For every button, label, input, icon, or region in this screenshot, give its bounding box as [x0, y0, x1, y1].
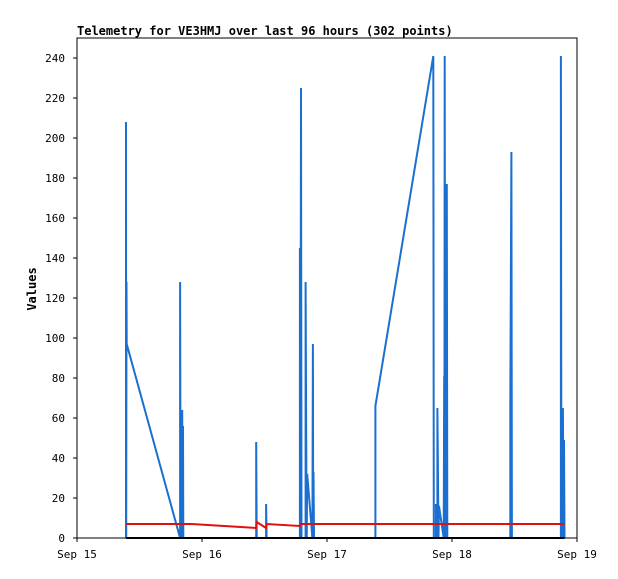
y-tick-label: 60 [52, 412, 65, 425]
y-tick-label: 200 [45, 132, 65, 145]
y-tick-label: 220 [45, 92, 65, 105]
x-tick-label: Sep 17 [307, 548, 347, 561]
series-line-2 [126, 520, 565, 530]
plot-area-frame [76, 37, 578, 539]
x-axis-ticks: Sep 15 Sep 16 Sep 17 Sep 18 Sep 19 [57, 538, 597, 561]
y-tick-label: 20 [52, 492, 65, 505]
x-tick-label: Sep 16 [182, 548, 222, 561]
series-line-1 [125, 55, 566, 539]
y-tick-label: 80 [52, 372, 65, 385]
y-tick-label: 160 [45, 212, 65, 225]
y-tick-label: 240 [45, 52, 65, 65]
y-axis-label: Values [25, 267, 39, 310]
y-tick-label: 40 [52, 452, 65, 465]
x-tick-label: Sep 19 [557, 548, 597, 561]
y-axis-ticks: 0 20 40 60 80 100 120 140 160 180 200 220 240 [45, 52, 77, 545]
y-tick-label: 120 [45, 292, 65, 305]
y-tick-label: 0 [58, 532, 65, 545]
chart-title: Telemetry for VE3HMJ over last 96 hours … [77, 24, 453, 38]
y-tick-label: 180 [45, 172, 65, 185]
y-tick-label: 100 [45, 332, 65, 345]
y-tick-label: 140 [45, 252, 65, 265]
series-layer [125, 55, 566, 539]
x-tick-label: Sep 15 [57, 548, 97, 561]
x-tick-label: Sep 18 [432, 548, 472, 561]
